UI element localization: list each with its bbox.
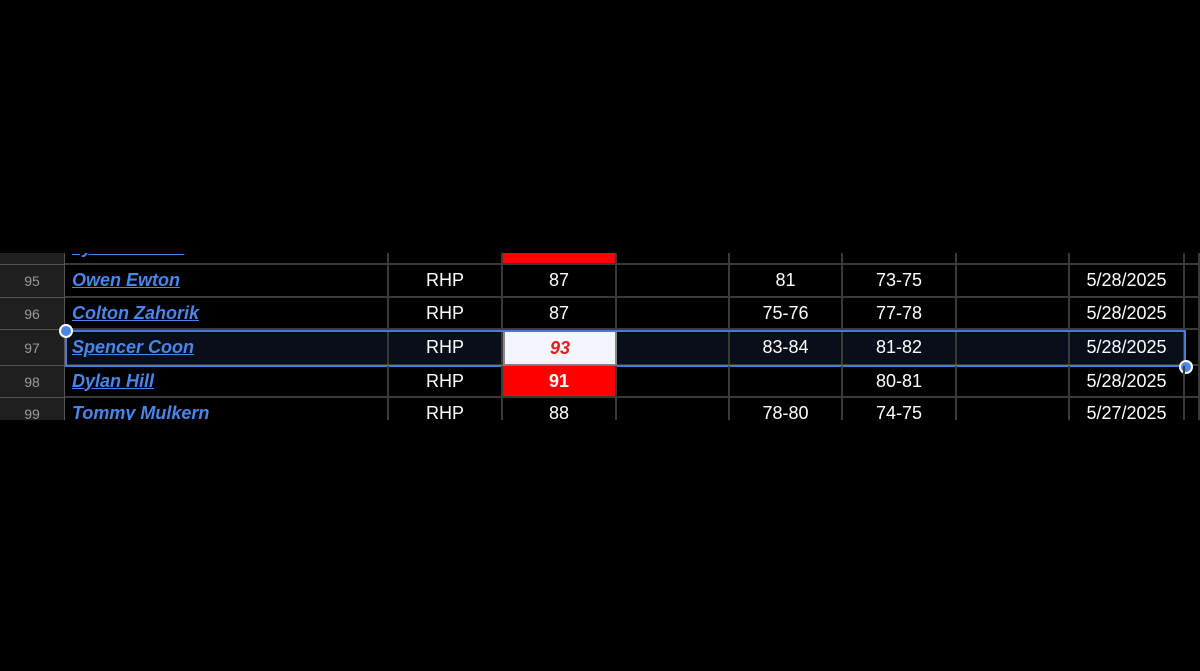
cell[interactable]: 78-80: [730, 398, 843, 420]
selection-handle[interactable]: [1179, 360, 1193, 374]
player-link[interactable]: Tyler Holmes: [65, 253, 389, 265]
cell[interactable]: 73-75: [843, 265, 957, 298]
player-link[interactable]: Colton Zahorik: [65, 298, 389, 330]
player-link[interactable]: Tommy Mulkern: [65, 398, 389, 420]
cell[interactable]: [957, 330, 1070, 366]
cell[interactable]: 83-84: [730, 330, 843, 366]
cell[interactable]: [617, 253, 730, 265]
cell[interactable]: 91: [503, 366, 617, 398]
cell[interactable]: 81: [730, 265, 843, 298]
cell[interactable]: RHP: [389, 330, 503, 366]
cell[interactable]: 5/28/2025: [1070, 330, 1185, 366]
cell[interactable]: 81-84: [730, 253, 843, 265]
selection-handle[interactable]: [59, 324, 73, 338]
cell[interactable]: [957, 298, 1070, 330]
cell[interactable]: 93: [503, 330, 617, 366]
cell[interactable]: RHP: [389, 253, 503, 265]
cell[interactable]: 87: [503, 265, 617, 298]
cell[interactable]: [957, 253, 1070, 265]
cell[interactable]: 80-81: [843, 366, 957, 398]
cell[interactable]: 75-76: [730, 298, 843, 330]
cell[interactable]: 5/27/2025: [1070, 398, 1185, 420]
spreadsheet: Tyler HolmesRHP9281-8478-815/28/202595Ow…: [0, 253, 1200, 420]
cell[interactable]: [957, 366, 1070, 398]
cell[interactable]: [730, 366, 843, 398]
cell[interactable]: [617, 366, 730, 398]
cell[interactable]: 5/28/2025: [1070, 298, 1185, 330]
cell: [1185, 253, 1200, 265]
cell: [1185, 366, 1200, 398]
cell[interactable]: RHP: [389, 265, 503, 298]
cell: [1185, 298, 1200, 330]
row-header[interactable]: 96: [0, 298, 65, 330]
cell[interactable]: 5/28/2025: [1070, 366, 1185, 398]
cell[interactable]: RHP: [389, 366, 503, 398]
row-header[interactable]: 97: [0, 330, 65, 366]
row-header[interactable]: 95: [0, 265, 65, 298]
cell[interactable]: [617, 330, 730, 366]
cell[interactable]: RHP: [389, 298, 503, 330]
cell[interactable]: 81-82: [843, 330, 957, 366]
cell: [1185, 265, 1200, 298]
cell[interactable]: 87: [503, 298, 617, 330]
cell: [1185, 398, 1200, 420]
cell[interactable]: 5/28/2025: [1070, 253, 1185, 265]
cell[interactable]: RHP: [389, 398, 503, 420]
row-header[interactable]: 98: [0, 366, 65, 398]
player-link[interactable]: Dylan Hill: [65, 366, 389, 398]
cell[interactable]: 92: [503, 253, 617, 265]
row-header[interactable]: [0, 253, 65, 265]
cell[interactable]: [617, 398, 730, 420]
cell[interactable]: [957, 398, 1070, 420]
cell[interactable]: 5/28/2025: [1070, 265, 1185, 298]
cell[interactable]: [617, 298, 730, 330]
cell[interactable]: 78-81: [843, 253, 957, 265]
cell[interactable]: 88: [503, 398, 617, 420]
player-link[interactable]: Spencer Coon: [65, 330, 389, 366]
cell[interactable]: [617, 265, 730, 298]
cell[interactable]: 74-75: [843, 398, 957, 420]
cell[interactable]: [957, 265, 1070, 298]
cell[interactable]: 77-78: [843, 298, 957, 330]
player-link[interactable]: Owen Ewton: [65, 265, 389, 298]
row-header[interactable]: 99: [0, 398, 65, 420]
